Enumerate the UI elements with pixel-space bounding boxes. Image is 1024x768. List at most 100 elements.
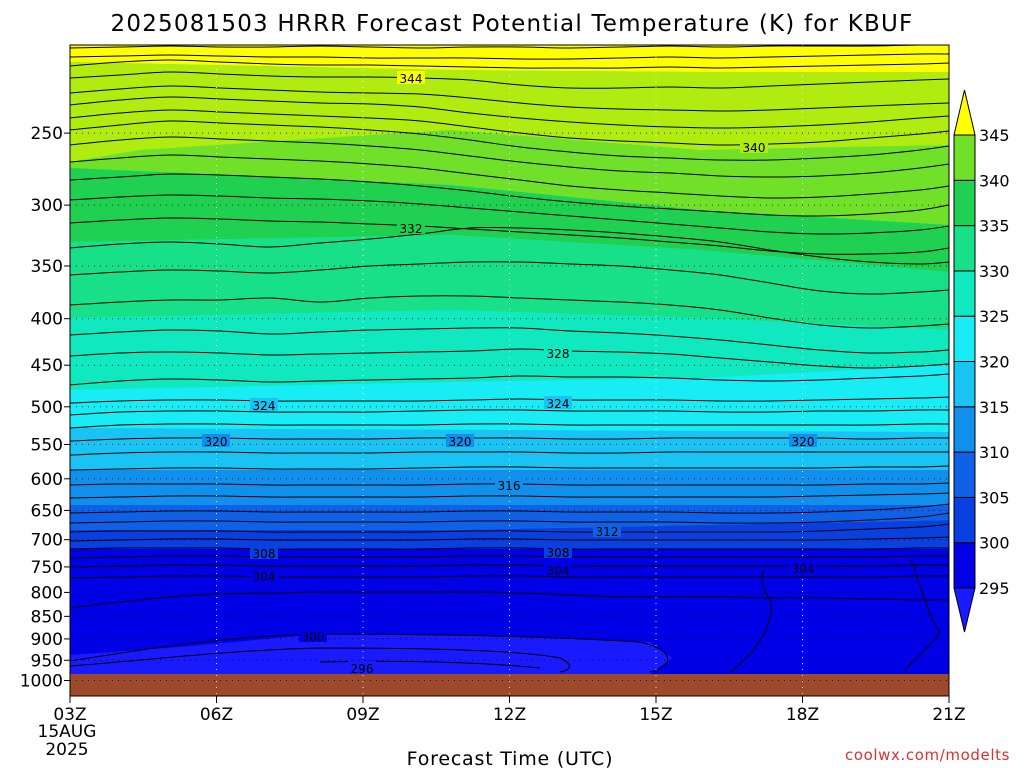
contour-label-15: 304 [789,561,817,576]
contour-label-text: 308 [547,546,570,560]
x-tick-06Z: 06Z [200,696,233,725]
chart-title: 2025081503 HRRR Forecast Potential Tempe… [111,11,914,37]
y-tick-1000: 1000 [20,672,70,692]
colorbar-bottom-arrow [953,587,976,633]
colorbar-label-340: 340 [979,171,1010,190]
colorbar-label-330: 330 [979,262,1010,281]
y-tick-label: 850 [31,607,63,627]
contour-label-bg [544,545,572,558]
contour-label-4: 324 [250,398,278,413]
y-tick-label: 650 [31,501,63,521]
y-tick-label: 250 [31,124,63,144]
contour-line-19 [70,396,949,404]
colorbar-label-295: 295 [979,579,1010,598]
x-tick-21Z: 21Z [932,696,966,725]
y-tick-label: 750 [31,558,63,578]
contour-line-34 [70,575,949,579]
contour-labels: 344 340 332 328 324 324 320 320 320 316 312 308 308 3… [202,71,817,676]
colorbar-segment-325 [953,270,976,317]
contour-label-16: 300 [299,629,327,644]
y-tick-label: 450 [31,356,63,376]
colorbar-segment-335 [953,179,976,227]
fill-band-4 [70,235,949,330]
contour-label-bg [397,221,425,234]
contour-label-10: 312 [593,524,621,539]
y-tick-label: 550 [31,435,63,455]
contour-line-32 [70,555,949,559]
isotherm-contours [70,45,949,673]
contour-label-text: 304 [253,570,276,584]
contour-line-28 [70,512,949,524]
contour-label-14: 304 [544,563,572,578]
contour-line-20 [70,409,949,416]
x-tick-label: 21Z [932,705,965,725]
x-tick-label: 03Z [53,705,86,725]
y-tick-label: 1000 [20,672,63,692]
contour-line-17 [70,348,949,369]
contour-line-8 [70,136,949,178]
colorbar-label-345: 345 [979,126,1010,145]
fill-band-9 [70,520,949,549]
y-axis-ticks: 250 300 350 400 450 500 550 600 650 700 750 800 850 9… [20,124,70,692]
colorbar-segment-310 [953,406,976,453]
colorbar-label-315: 315 [979,398,1010,417]
y-tick-label: 400 [31,310,63,330]
contour-label-8: 320 [789,434,817,449]
colorbar-top-arrow [953,89,976,136]
contour-label-bg [250,398,278,411]
contour-label-bg [202,434,230,447]
y-tick-600: 600 [31,470,70,490]
contour-label-bg [397,71,425,84]
contour-line-24 [70,465,949,471]
contour-label-text: 296 [351,662,374,676]
y-tick-850: 850 [31,607,70,627]
start-year-label: 2025 [45,740,88,760]
contour-label-bg [348,661,376,674]
contour-label-text: 312 [596,525,619,539]
x-tick-label: 12Z [493,705,526,725]
contour-label-0: 344 [397,71,425,86]
contour-line-3 [70,71,949,89]
fill-band-8 [70,505,949,530]
contour-label-1: 340 [740,140,768,155]
y-tick-label: 950 [31,651,63,671]
contour-label-2: 332 [397,221,425,236]
contour-line-7 [70,120,949,161]
y-tick-650: 650 [31,501,70,521]
contour-label-text: 316 [498,479,521,493]
y-tick-800: 800 [31,583,70,603]
y-tick-950: 950 [31,651,70,671]
y-tick-700: 700 [31,531,70,551]
contour-line-2 [70,59,949,69]
contour-line-35 [70,591,949,609]
x-axis-ticks: 03Z 06Z 09Z 12Z 15Z 18Z 21Z [53,696,966,725]
fill-band-6 [70,428,949,470]
contour-label-bg [789,561,817,574]
fill-band-5 [70,310,949,390]
contour-line-13 [70,226,949,265]
x-tick-09Z: 09Z [346,696,380,725]
contour-line-5 [70,96,949,129]
x-axis-label: Forecast Time (UTC) [407,748,614,768]
contour-line-12 [70,217,949,255]
x-tick-label: 09Z [346,705,379,725]
contour-line-26 [70,492,949,499]
contour-line-10 [70,173,949,217]
contour-label-text: 340 [743,141,766,155]
x-tick-label: 06Z [200,705,233,725]
contour-label-text: 300 [302,630,325,644]
contour-label-text: 320 [205,435,228,449]
contour-label-bg [299,629,327,642]
contour-label-bg [544,563,572,576]
colorbar-label-335: 335 [979,217,1010,236]
colorbar-segment-340 [953,134,976,181]
contour-label-bg [593,524,621,537]
ground-surface [70,674,949,696]
contour-line-14 [70,261,949,295]
x-tick-03Z: 03Z [53,696,87,725]
contour-line-27 [70,503,949,514]
y-tick-450: 450 [31,356,70,376]
y-tick-750: 750 [31,558,70,578]
credit-text: coolwx.com/modelts [845,746,1010,764]
fill-band-11 [70,634,672,674]
